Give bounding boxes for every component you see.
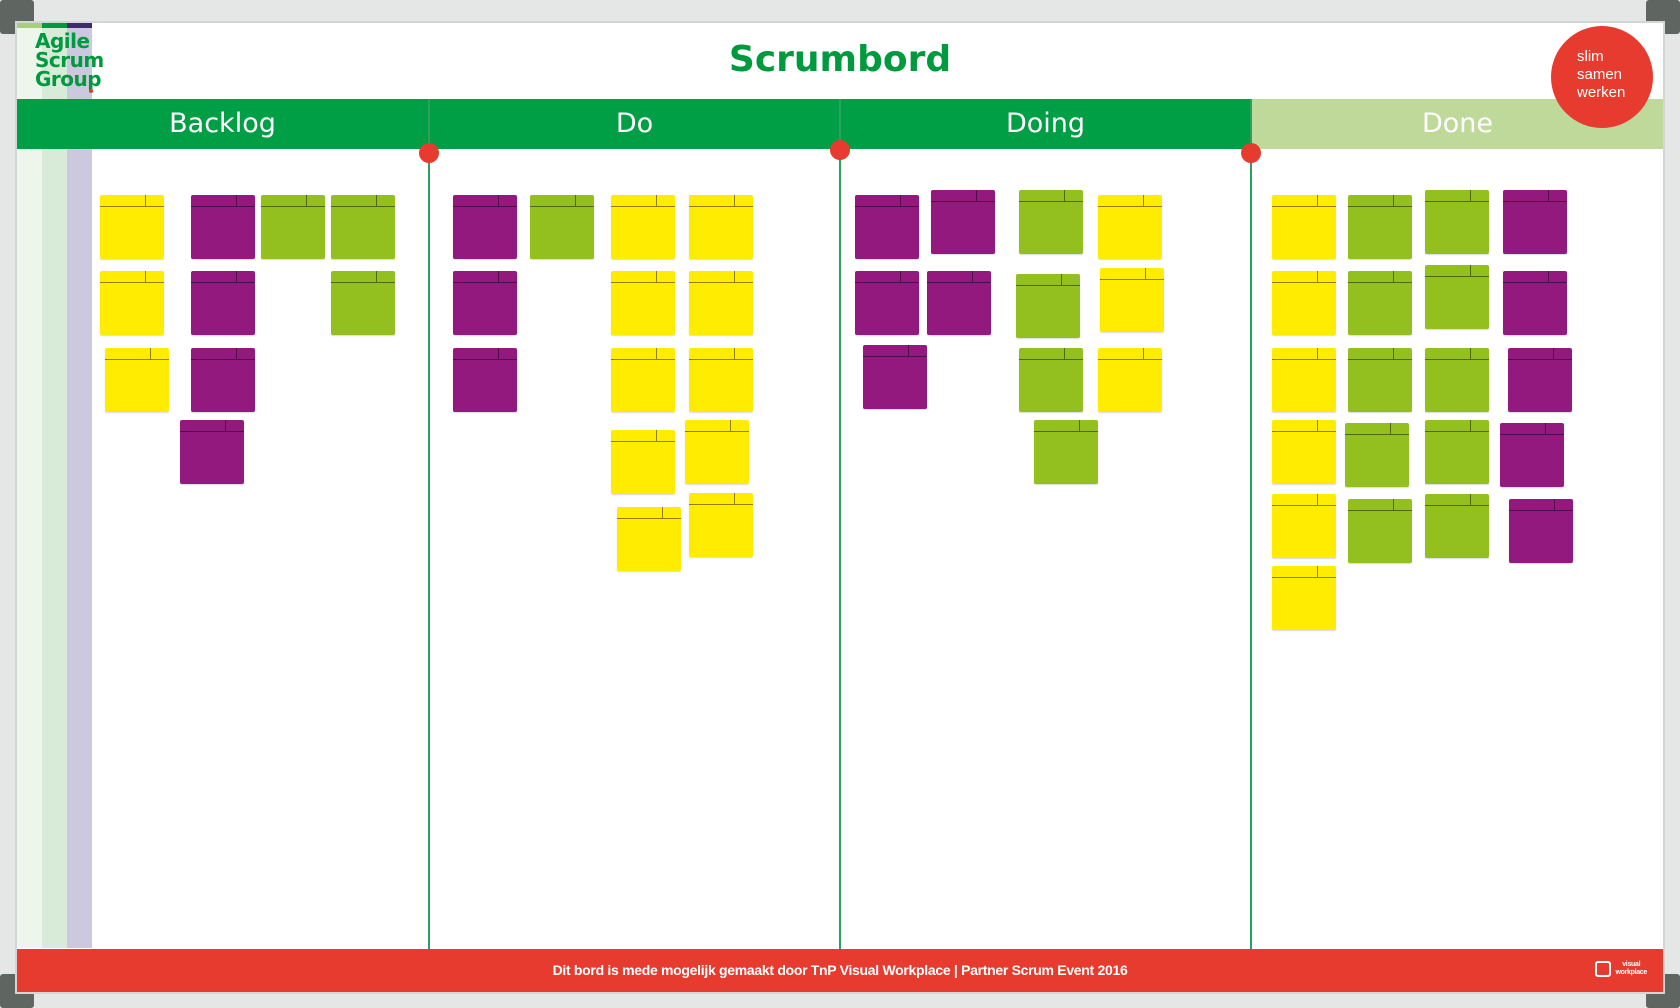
sticky-note-yellow[interactable] — [105, 348, 169, 412]
sticky-note-purple[interactable] — [191, 271, 255, 335]
footer-bar: Dit bord is mede mogelijk gemaakt door T… — [17, 949, 1663, 992]
sticky-note-green[interactable] — [1016, 274, 1080, 338]
logo-dot — [89, 89, 93, 93]
sticky-note-yellow[interactable] — [100, 195, 164, 259]
footer-logo-line: workplace — [1615, 969, 1647, 976]
visual-workplace-logo: visual workplace — [1595, 961, 1647, 977]
sticky-note-green[interactable] — [1425, 190, 1489, 254]
scrum-board: Agile Scrum Group Scrumbord Backlog Do D… — [17, 23, 1663, 992]
sticky-note-yellow[interactable] — [100, 271, 164, 335]
sticky-note-yellow[interactable] — [1272, 494, 1336, 558]
sticky-note-purple[interactable] — [855, 195, 919, 259]
sticky-note-purple[interactable] — [1503, 271, 1567, 335]
sticky-note-green[interactable] — [331, 195, 395, 259]
sticky-note-yellow[interactable] — [1272, 420, 1336, 484]
visual-workplace-icon — [1595, 961, 1612, 977]
column-divider — [428, 99, 430, 974]
column-header-backlog: Backlog — [17, 99, 428, 149]
sticky-note-green[interactable] — [1348, 271, 1412, 335]
sticky-note-green[interactable] — [1019, 190, 1083, 254]
sticky-note-yellow[interactable] — [611, 348, 675, 412]
badge-line: werken — [1577, 84, 1626, 101]
sticky-note-green[interactable] — [1425, 420, 1489, 484]
sticky-note-purple[interactable] — [1509, 499, 1573, 563]
column-divider — [1250, 99, 1252, 974]
sticky-note-yellow[interactable] — [617, 507, 681, 571]
divider-pin — [419, 143, 439, 163]
sticky-note-yellow[interactable] — [1272, 271, 1336, 335]
sticky-note-yellow[interactable] — [1272, 348, 1336, 412]
sticky-note-green[interactable] — [261, 195, 325, 259]
sticky-note-yellow[interactable] — [1098, 348, 1162, 412]
sticky-note-yellow[interactable] — [1100, 268, 1164, 332]
sticky-note-yellow[interactable] — [689, 271, 753, 335]
sticky-note-green[interactable] — [1425, 494, 1489, 558]
sticky-note-green[interactable] — [1034, 420, 1098, 484]
sticky-note-green[interactable] — [1425, 348, 1489, 412]
side-stripe-accent — [67, 23, 92, 28]
sticky-note-purple[interactable] — [453, 348, 517, 412]
sticky-note-purple[interactable] — [931, 190, 995, 254]
sticky-note-purple[interactable] — [191, 195, 255, 259]
sticky-note-green[interactable] — [1345, 423, 1409, 487]
side-stripe-accent — [17, 23, 42, 28]
sticky-note-yellow[interactable] — [611, 195, 675, 259]
sticky-note-green[interactable] — [1348, 195, 1412, 259]
logo-line: Group — [35, 67, 102, 91]
sticky-note-purple[interactable] — [1508, 348, 1572, 412]
sticky-note-yellow[interactable] — [1272, 195, 1336, 259]
sticky-note-yellow[interactable] — [1098, 195, 1162, 259]
sticky-note-green[interactable] — [331, 271, 395, 335]
sticky-note-purple[interactable] — [453, 195, 517, 259]
sticky-note-purple[interactable] — [927, 271, 991, 335]
logo-line: Scrum — [35, 48, 104, 72]
side-stripe-accent — [42, 23, 67, 28]
badge-line: samen — [1577, 66, 1623, 83]
sticky-note-yellow[interactable] — [689, 195, 753, 259]
sticky-note-yellow[interactable] — [685, 420, 749, 484]
sticky-note-purple[interactable] — [1500, 423, 1564, 487]
footer-logo-line: visual — [1622, 961, 1641, 968]
sticky-note-purple[interactable] — [180, 420, 244, 484]
sticky-note-green[interactable] — [1019, 348, 1083, 412]
footer-text: Dit bord is mede mogelijk gemaakt door T… — [552, 962, 1128, 978]
side-stripe-green — [42, 23, 67, 948]
sticky-note-yellow[interactable] — [689, 348, 753, 412]
board-title: Scrumbord — [728, 39, 952, 80]
side-stripe-lavender — [67, 23, 92, 948]
agile-scrum-group-logo: Agile Scrum Group — [35, 29, 104, 91]
side-stripe-light — [17, 23, 42, 948]
sticky-note-purple[interactable] — [191, 348, 255, 412]
logo-line: Agile — [35, 29, 90, 53]
sticky-note-purple[interactable] — [1503, 190, 1567, 254]
badge-line: slim — [1577, 48, 1604, 65]
sticky-note-yellow[interactable] — [689, 493, 753, 557]
sticky-note-yellow[interactable] — [611, 271, 675, 335]
sticky-note-yellow[interactable] — [611, 430, 675, 494]
column-divider — [839, 99, 841, 974]
divider-pin — [1241, 143, 1261, 163]
column-header-doing: Doing — [841, 99, 1250, 149]
sticky-note-yellow[interactable] — [1272, 566, 1336, 630]
sticky-note-purple[interactable] — [453, 271, 517, 335]
divider-pin — [830, 140, 850, 160]
sticky-note-purple[interactable] — [855, 271, 919, 335]
slim-samen-werken-badge: slim samen werken — [1551, 26, 1653, 128]
sticky-note-green[interactable] — [1425, 265, 1489, 329]
sticky-note-green[interactable] — [1348, 499, 1412, 563]
sticky-note-green[interactable] — [1348, 348, 1412, 412]
column-header-do: Do — [430, 99, 839, 149]
sticky-note-green[interactable] — [530, 195, 594, 259]
sticky-note-purple[interactable] — [863, 345, 927, 409]
